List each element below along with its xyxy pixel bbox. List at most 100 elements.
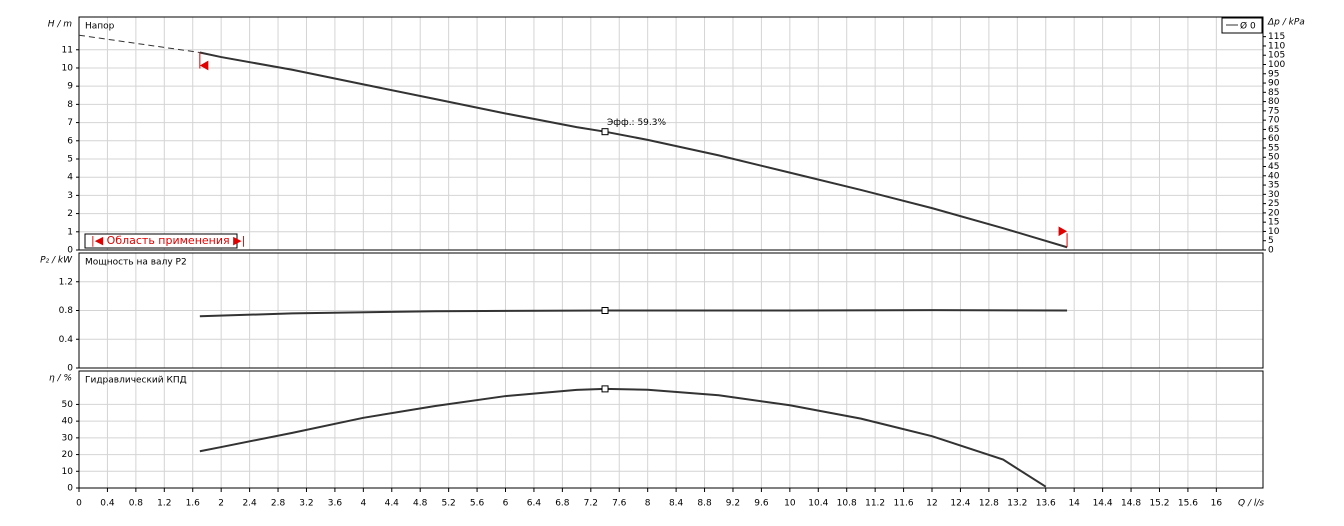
y2-tick-label: 75 — [1268, 106, 1279, 116]
plot: 0123456789101105101520253035404550556065… — [40, 16, 1305, 509]
y-axis-label: η / % — [49, 374, 72, 384]
y-tick-label: 0 — [67, 364, 73, 374]
range-box — [84, 233, 238, 249]
y-tick-label: 0.8 — [59, 306, 74, 316]
x-tick-label: 16 — [1211, 499, 1223, 509]
x-tick-label: 8.8 — [697, 499, 712, 509]
y-tick-label: 11 — [62, 45, 73, 55]
y2-tick-label: 45 — [1268, 162, 1279, 172]
y2-tick-label: 95 — [1268, 69, 1279, 79]
y2-tick-label: 20 — [1268, 208, 1280, 218]
y-axis-label: H / m — [48, 20, 73, 30]
range-label: |◀ Область применения ▶| — [91, 234, 245, 247]
range-start — [199, 52, 209, 71]
y2-tick-label: 10 — [1268, 227, 1280, 237]
operating-point — [601, 128, 609, 136]
x-tick-label: 15.2 — [1149, 499, 1169, 509]
y-tick-label: 6 — [67, 136, 73, 146]
x-tick-label: 7.6 — [612, 499, 627, 509]
y2-tick-label: 35 — [1268, 181, 1279, 191]
y2-tick-label: 110 — [1268, 41, 1285, 51]
legend-box — [1221, 17, 1263, 34]
y2-tick-label: 80 — [1268, 97, 1280, 107]
x-tick-label: 2.8 — [271, 499, 286, 509]
panel-title: Гидравлический КПД — [85, 376, 187, 386]
x-tick-label: 9.6 — [754, 499, 769, 509]
x-tick-label: 4.4 — [385, 499, 400, 509]
x-tick-label: 0.4 — [100, 499, 115, 509]
x-tick-label: 1.2 — [157, 499, 171, 509]
y-tick-label: 20 — [62, 450, 74, 460]
panel-title: Мощность на валу P2 — [85, 258, 187, 268]
y-tick-label: 40 — [62, 417, 74, 427]
x-tick-label: 14 — [1068, 499, 1080, 509]
y-tick-label: 1.2 — [59, 277, 73, 287]
y2-tick-label: 85 — [1268, 88, 1279, 98]
x-tick-label: 7.2 — [584, 499, 598, 509]
y2-tick-label: 40 — [1268, 171, 1280, 181]
x-tick-label: 12.4 — [950, 499, 970, 509]
y2-tick-label: 55 — [1268, 143, 1279, 153]
y2-tick-label: 5 — [1268, 236, 1274, 246]
y2-tick-label: 50 — [1268, 153, 1280, 163]
y-axis-label: P₂ / kW — [40, 256, 73, 266]
y-tick-label: 10 — [62, 467, 74, 477]
y-tick-label: 2 — [67, 209, 73, 219]
y-tick-label: 30 — [62, 433, 74, 443]
x-tick-label: 5.6 — [470, 499, 485, 509]
y-tick-label: 0 — [67, 484, 73, 494]
x-tick-label: 4.8 — [413, 499, 428, 509]
y2-tick-label: 115 — [1268, 32, 1285, 42]
curve — [199, 309, 1068, 318]
y2-tick-label: 100 — [1268, 60, 1285, 70]
x-tick-label: 1.6 — [186, 499, 201, 509]
x-tick-label: 5.2 — [441, 499, 455, 509]
y-tick-label: 7 — [67, 118, 73, 128]
panel-frame — [78, 252, 1264, 369]
y-tick-label: 4 — [67, 173, 73, 183]
x-tick-label: 10 — [784, 499, 796, 509]
y-tick-label: 0.4 — [59, 335, 74, 345]
x-tick-label: 13.2 — [1007, 499, 1027, 509]
x-tick-label: 14.8 — [1121, 499, 1141, 509]
x-tick-label: 14.4 — [1093, 499, 1113, 509]
y2-axis-label: Δp / kPa — [1267, 18, 1305, 28]
y2-tick-label: 60 — [1268, 134, 1280, 144]
y2-tick-label: 90 — [1268, 79, 1280, 89]
y2-tick-label: 25 — [1268, 199, 1279, 209]
x-tick-label: 15.6 — [1178, 499, 1198, 509]
x-tick-label: 3.2 — [299, 499, 313, 509]
curve — [199, 51, 1068, 249]
y2-tick-label: 65 — [1268, 125, 1279, 135]
x-tick-label: 0 — [76, 499, 82, 509]
x-tick-label: 11.2 — [865, 499, 885, 509]
legend-label: Ø 0 — [1240, 21, 1256, 32]
x-tick-label: 10.4 — [808, 499, 828, 509]
x-tick-label: 8 — [645, 499, 651, 509]
y-tick-label: 9 — [67, 82, 73, 92]
x-tick-label: 0.8 — [129, 499, 144, 509]
panel-frame — [78, 370, 1264, 489]
x-axis-label: Q / l/s — [1238, 499, 1264, 509]
operating-label: Эфф.: 59.3% — [607, 118, 666, 128]
x-tick-label: 3.6 — [328, 499, 343, 509]
y-tick-label: 8 — [67, 100, 73, 110]
y-tick-label: 1 — [67, 227, 73, 237]
y2-tick-label: 30 — [1268, 190, 1280, 200]
y2-tick-label: 15 — [1268, 218, 1279, 228]
x-tick-label: 6.8 — [555, 499, 570, 509]
x-tick-label: 12.8 — [979, 499, 999, 509]
operating-point — [601, 307, 609, 314]
y-tick-label: 50 — [62, 400, 74, 410]
x-tick-label: 13.6 — [1036, 499, 1056, 509]
operating-point — [601, 385, 609, 393]
x-tick-label: 12 — [926, 499, 937, 509]
y-tick-label: 10 — [62, 63, 74, 73]
panel-title: Напор — [85, 22, 115, 32]
extension-line — [78, 34, 200, 53]
y-tick-label: 5 — [67, 154, 73, 164]
y2-tick-label: 105 — [1268, 51, 1285, 61]
range-end — [1058, 226, 1068, 248]
y-tick-label: 0 — [67, 246, 73, 256]
